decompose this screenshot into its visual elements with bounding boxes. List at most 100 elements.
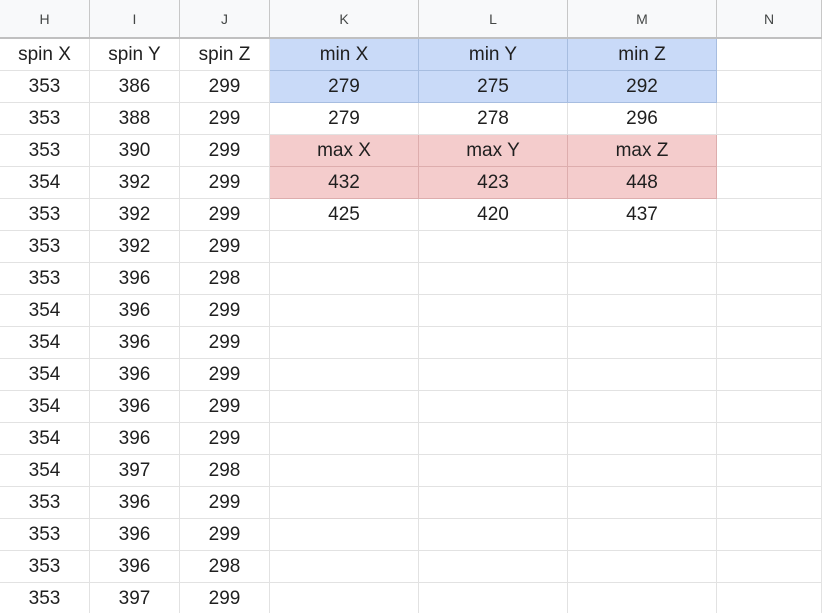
cell-h-row-9[interactable]: 354 xyxy=(0,295,90,327)
cell-j-row-18[interactable]: 299 xyxy=(180,583,270,613)
cell-m-row-2[interactable]: 292 xyxy=(568,71,717,103)
cell-n-row-16[interactable] xyxy=(717,519,822,551)
cell-h-row-11[interactable]: 354 xyxy=(0,359,90,391)
cell-m-row-7[interactable] xyxy=(568,231,717,263)
cell-m-row-4[interactable]: max Z xyxy=(568,135,717,167)
cell-h-row-2[interactable]: 353 xyxy=(0,71,90,103)
cell-j-row-4[interactable]: 299 xyxy=(180,135,270,167)
cell-k-row-11[interactable] xyxy=(270,359,419,391)
cell-i-row-1[interactable]: spin Y xyxy=(90,39,180,71)
cell-j-row-7[interactable]: 299 xyxy=(180,231,270,263)
cell-i-row-12[interactable]: 396 xyxy=(90,391,180,423)
cell-l-row-10[interactable] xyxy=(419,327,568,359)
cell-n-row-10[interactable] xyxy=(717,327,822,359)
cell-m-row-15[interactable] xyxy=(568,487,717,519)
cell-j-row-13[interactable]: 299 xyxy=(180,423,270,455)
cell-k-row-15[interactable] xyxy=(270,487,419,519)
cell-i-row-10[interactable]: 396 xyxy=(90,327,180,359)
cell-l-row-16[interactable] xyxy=(419,519,568,551)
cell-n-row-14[interactable] xyxy=(717,455,822,487)
cell-h-row-17[interactable]: 353 xyxy=(0,551,90,583)
cell-k-row-9[interactable] xyxy=(270,295,419,327)
cell-i-row-7[interactable]: 392 xyxy=(90,231,180,263)
cell-m-row-8[interactable] xyxy=(568,263,717,295)
cell-j-row-1[interactable]: spin Z xyxy=(180,39,270,71)
cell-m-row-1[interactable]: min Z xyxy=(568,39,717,71)
cell-i-row-11[interactable]: 396 xyxy=(90,359,180,391)
cell-h-row-8[interactable]: 353 xyxy=(0,263,90,295)
cell-l-row-18[interactable] xyxy=(419,583,568,613)
cell-k-row-7[interactable] xyxy=(270,231,419,263)
cell-i-row-17[interactable]: 396 xyxy=(90,551,180,583)
cell-k-row-6[interactable]: 425 xyxy=(270,199,419,231)
cell-m-row-16[interactable] xyxy=(568,519,717,551)
cell-l-row-11[interactable] xyxy=(419,359,568,391)
cell-l-row-1[interactable]: min Y xyxy=(419,39,568,71)
cell-l-row-6[interactable]: 420 xyxy=(419,199,568,231)
cell-i-row-14[interactable]: 397 xyxy=(90,455,180,487)
cell-m-row-18[interactable] xyxy=(568,583,717,613)
cell-n-row-15[interactable] xyxy=(717,487,822,519)
cell-k-row-16[interactable] xyxy=(270,519,419,551)
cell-n-row-17[interactable] xyxy=(717,551,822,583)
cell-j-row-6[interactable]: 299 xyxy=(180,199,270,231)
cell-j-row-10[interactable]: 299 xyxy=(180,327,270,359)
cell-i-row-4[interactable]: 390 xyxy=(90,135,180,167)
cell-k-row-10[interactable] xyxy=(270,327,419,359)
cell-h-row-18[interactable]: 353 xyxy=(0,583,90,613)
cell-j-row-15[interactable]: 299 xyxy=(180,487,270,519)
cell-n-row-13[interactable] xyxy=(717,423,822,455)
cell-k-row-8[interactable] xyxy=(270,263,419,295)
cell-n-row-4[interactable] xyxy=(717,135,822,167)
cell-m-row-9[interactable] xyxy=(568,295,717,327)
cell-j-row-11[interactable]: 299 xyxy=(180,359,270,391)
cell-n-row-1[interactable] xyxy=(717,39,822,71)
cell-i-row-9[interactable]: 396 xyxy=(90,295,180,327)
cell-l-row-3[interactable]: 278 xyxy=(419,103,568,135)
cell-k-row-17[interactable] xyxy=(270,551,419,583)
cell-m-row-10[interactable] xyxy=(568,327,717,359)
cell-k-row-12[interactable] xyxy=(270,391,419,423)
cell-n-row-6[interactable] xyxy=(717,199,822,231)
cell-j-row-16[interactable]: 299 xyxy=(180,519,270,551)
cell-h-row-6[interactable]: 353 xyxy=(0,199,90,231)
cell-n-row-7[interactable] xyxy=(717,231,822,263)
cell-m-row-11[interactable] xyxy=(568,359,717,391)
cell-h-row-14[interactable]: 354 xyxy=(0,455,90,487)
cell-i-row-18[interactable]: 397 xyxy=(90,583,180,613)
cell-h-row-1[interactable]: spin X xyxy=(0,39,90,71)
cell-h-row-7[interactable]: 353 xyxy=(0,231,90,263)
cell-n-row-18[interactable] xyxy=(717,583,822,613)
cell-j-row-14[interactable]: 298 xyxy=(180,455,270,487)
cell-l-row-4[interactable]: max Y xyxy=(419,135,568,167)
cell-i-row-6[interactable]: 392 xyxy=(90,199,180,231)
cell-l-row-17[interactable] xyxy=(419,551,568,583)
cell-m-row-6[interactable]: 437 xyxy=(568,199,717,231)
cell-j-row-17[interactable]: 298 xyxy=(180,551,270,583)
cell-i-row-8[interactable]: 396 xyxy=(90,263,180,295)
column-header-l[interactable]: L xyxy=(419,0,568,37)
cell-k-row-4[interactable]: max X xyxy=(270,135,419,167)
cell-h-row-4[interactable]: 353 xyxy=(0,135,90,167)
cell-m-row-13[interactable] xyxy=(568,423,717,455)
cell-j-row-8[interactable]: 298 xyxy=(180,263,270,295)
column-header-h[interactable]: H xyxy=(0,0,90,37)
column-header-j[interactable]: J xyxy=(180,0,270,37)
column-header-k[interactable]: K xyxy=(270,0,419,37)
cell-j-row-9[interactable]: 299 xyxy=(180,295,270,327)
cell-k-row-5[interactable]: 432 xyxy=(270,167,419,199)
cell-k-row-2[interactable]: 279 xyxy=(270,71,419,103)
cell-h-row-12[interactable]: 354 xyxy=(0,391,90,423)
cell-k-row-18[interactable] xyxy=(270,583,419,613)
cell-i-row-16[interactable]: 396 xyxy=(90,519,180,551)
column-header-m[interactable]: M xyxy=(568,0,717,37)
cell-j-row-12[interactable]: 299 xyxy=(180,391,270,423)
cell-j-row-3[interactable]: 299 xyxy=(180,103,270,135)
cell-m-row-3[interactable]: 296 xyxy=(568,103,717,135)
cell-k-row-13[interactable] xyxy=(270,423,419,455)
column-header-i[interactable]: I xyxy=(90,0,180,37)
cell-k-row-3[interactable]: 279 xyxy=(270,103,419,135)
cell-l-row-12[interactable] xyxy=(419,391,568,423)
cell-i-row-13[interactable]: 396 xyxy=(90,423,180,455)
cell-n-row-5[interactable] xyxy=(717,167,822,199)
